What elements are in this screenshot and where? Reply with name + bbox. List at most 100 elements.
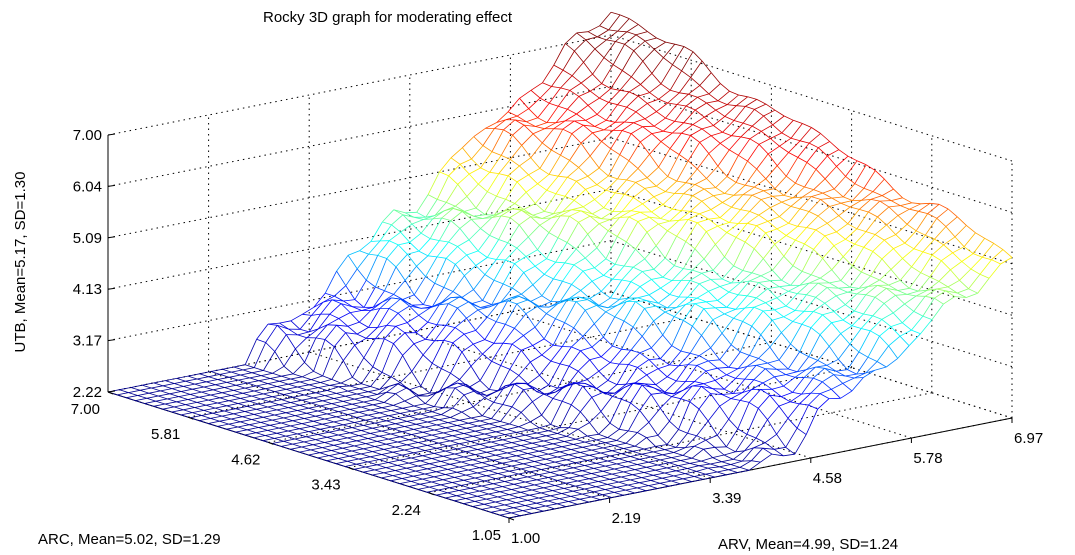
surface-mesh-line — [388, 438, 398, 443]
surface-mesh-line — [164, 401, 177, 405]
surface-mesh-line — [783, 316, 793, 322]
surface-mesh-line — [578, 96, 589, 106]
surface-mesh-line — [294, 415, 305, 419]
surface-mesh-line — [696, 290, 709, 299]
surface-mesh-line — [525, 432, 538, 436]
surface-mesh-line — [769, 394, 780, 407]
surface-mesh-line — [774, 109, 785, 117]
surface-mesh-line — [388, 459, 400, 463]
surface-mesh-line — [434, 325, 447, 342]
surface-mesh-line — [144, 403, 154, 407]
surface-mesh-line — [646, 231, 657, 247]
surface-mesh-line — [829, 206, 839, 216]
surface-mesh-line — [584, 462, 597, 466]
surface-mesh-line — [685, 105, 696, 111]
surface-mesh-line — [543, 440, 554, 445]
surface-mesh-line — [680, 195, 694, 211]
surface-mesh-line — [552, 464, 565, 468]
surface-mesh-line — [520, 350, 531, 363]
surface-mesh-line — [543, 485, 555, 489]
surface-mesh-line — [450, 417, 460, 421]
surface-mesh-line — [595, 462, 606, 467]
surface-mesh-line — [690, 77, 701, 86]
surface-mesh-line — [852, 265, 862, 273]
surface-mesh-line — [667, 154, 680, 177]
surface-mesh-line — [555, 242, 568, 263]
surface-mesh-line — [486, 451, 496, 456]
surface-mesh-line — [690, 200, 703, 212]
surface-mesh-line — [671, 345, 682, 352]
surface-mesh-line — [502, 483, 514, 487]
surface-mesh-line — [579, 496, 592, 500]
surface-mesh-line — [845, 238, 855, 245]
surface-mesh-line — [637, 461, 649, 465]
surface-mesh-line — [723, 454, 734, 460]
surface-mesh-line — [740, 351, 750, 356]
surface-mesh-line — [579, 498, 590, 503]
surface-mesh-line — [489, 215, 502, 236]
surface-mesh-line — [531, 487, 544, 491]
surface-mesh-line — [199, 373, 209, 378]
surface-mesh-line — [233, 411, 245, 415]
surface-mesh-line — [705, 367, 718, 372]
surface-mesh-line — [634, 466, 647, 470]
surface-mesh-line — [249, 377, 259, 382]
surface-mesh-line — [648, 358, 661, 360]
surface-mesh-line — [427, 419, 439, 423]
surface-mesh-line — [761, 130, 771, 139]
surface-mesh-line — [617, 30, 627, 33]
surface-mesh-line — [710, 332, 723, 349]
surface-mesh-line — [549, 102, 559, 107]
surface-mesh-line — [320, 405, 330, 410]
surface-mesh-line — [703, 188, 714, 197]
surface-mesh-line — [443, 327, 456, 341]
surface-mesh-line — [342, 360, 353, 378]
surface-mesh-line — [283, 348, 296, 367]
surface-mesh-line — [655, 469, 665, 474]
surface-mesh-line — [297, 331, 310, 336]
surface-mesh-line — [511, 406, 522, 413]
surface-mesh-line — [322, 400, 332, 404]
surface-mesh-line — [246, 429, 257, 434]
surface-mesh-line — [318, 385, 330, 388]
surface-mesh-line — [872, 251, 883, 260]
surface-mesh-line — [806, 294, 816, 298]
surface-mesh-line — [765, 368, 775, 378]
surface-mesh-line — [598, 362, 611, 372]
surface-mesh-line — [585, 305, 597, 311]
surface-mesh-line — [345, 268, 358, 286]
surface-mesh-line — [659, 407, 670, 422]
surface-mesh-line — [516, 299, 529, 305]
surface-mesh-line — [806, 366, 816, 370]
surface-mesh-line — [482, 415, 492, 419]
surface-mesh-line — [765, 368, 777, 370]
surface-mesh-line — [576, 31, 589, 34]
surface-mesh-line — [413, 429, 423, 433]
surface-mesh-line — [604, 489, 615, 493]
surface-mesh-line — [217, 376, 230, 380]
surface-mesh-line — [612, 396, 622, 400]
surface-mesh-line — [267, 322, 280, 325]
surface-mesh-line — [674, 43, 684, 47]
surface-mesh-line — [792, 392, 802, 395]
surface-mesh-line — [532, 133, 543, 144]
surface-mesh-line — [683, 268, 693, 271]
surface-mesh-line — [585, 36, 598, 41]
grid-line — [610, 188, 1013, 316]
surface-mesh-line — [607, 299, 620, 309]
surface-mesh-line — [735, 223, 748, 238]
surface-mesh-line — [503, 203, 516, 212]
surface-mesh-line — [624, 182, 636, 195]
surface-mesh-line — [324, 418, 334, 423]
surface-mesh-line — [331, 447, 343, 451]
surface-mesh-line — [568, 475, 581, 479]
surface-mesh-line — [884, 239, 894, 249]
surface-mesh-line — [863, 234, 876, 248]
surface-mesh-line — [726, 294, 739, 308]
surface-mesh-line — [731, 194, 744, 208]
surface-mesh-line — [333, 421, 344, 426]
surface-mesh-line — [950, 261, 963, 271]
surface-mesh-line — [452, 208, 465, 212]
surface-mesh-line — [567, 176, 577, 182]
surface-mesh-line — [347, 460, 357, 465]
